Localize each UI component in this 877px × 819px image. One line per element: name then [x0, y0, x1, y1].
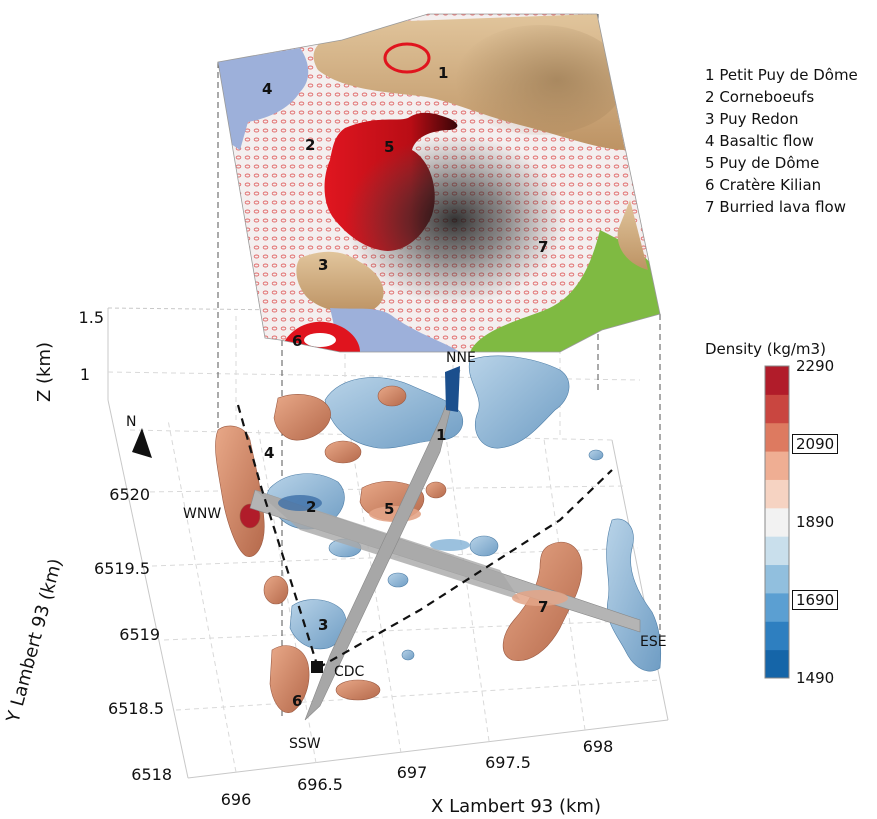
feature-legend: 1 Petit Puy de Dôme 2 Corneboeufs 3 Puy …	[705, 64, 858, 218]
x-tick-696: 696	[221, 790, 252, 809]
x-tick-698: 698	[583, 737, 614, 756]
colorbar-segment	[765, 394, 789, 424]
iso-label-7: 7	[538, 598, 548, 616]
legend-item: 7 Burried lava flow	[705, 198, 846, 216]
iso-blue-a	[324, 377, 464, 449]
x-axis-ticks: 696 696.5 697 697.5 698	[221, 737, 614, 809]
iso-label-2: 2	[306, 498, 316, 516]
box-floor-front	[187, 719, 669, 779]
map-label-4: 4	[262, 80, 272, 98]
colorbar-segment	[765, 649, 789, 679]
colorbar-segment	[765, 507, 789, 537]
y-tick-6519: 6519	[119, 625, 160, 644]
legend-item: 6 Cratère Kilian	[705, 176, 822, 194]
x-tick-697_5: 697.5	[485, 753, 531, 772]
y-axis-ticks: 6520 6519.5 6519 6518.5 6518	[94, 485, 172, 784]
y-tick-6519_5: 6519.5	[94, 559, 150, 578]
colorbar-tick-label: 2290	[796, 357, 835, 375]
box-floor-left	[107, 399, 189, 779]
basalt-unit-nw	[218, 48, 309, 150]
colorbar-segment	[765, 621, 789, 651]
slice-nne-ssw	[304, 369, 461, 721]
map-label-3: 3	[318, 256, 328, 274]
y-tick-6518_5: 6518.5	[108, 699, 164, 718]
colorbar-tick-label: 1690	[792, 590, 839, 610]
crater-1-ring	[383, 42, 431, 74]
box-floor-right	[611, 439, 669, 721]
green-unit	[470, 230, 660, 352]
map-label-6: 6	[292, 332, 302, 350]
label-ese: ESE	[640, 634, 667, 650]
profile-lines	[236, 404, 613, 669]
y-tick-6520: 6520	[109, 485, 150, 504]
tan-unit-east	[617, 200, 648, 270]
y-tick-6518: 6518	[131, 765, 172, 784]
map-label-5: 5	[384, 138, 394, 156]
legend-item: 4 Basaltic flow	[705, 132, 814, 150]
colorbar-border	[764, 365, 790, 679]
iso-blue-b	[468, 355, 570, 449]
y-axis-label: Y Lambert 93 (km)	[2, 556, 66, 725]
z-tick-1_5: 1.5	[79, 308, 104, 327]
x-tick-696_5: 696.5	[297, 775, 343, 794]
basalt-unit-south	[330, 308, 460, 352]
colorbar-tick-label: 1490	[796, 669, 835, 687]
iso-label-3: 3	[318, 616, 328, 634]
iso-label-6: 6	[292, 692, 302, 710]
floor-grid	[129, 419, 661, 773]
z-axis-label: Z (km)	[34, 342, 55, 402]
legend-item: 5 Puy de Dôme	[705, 154, 820, 172]
iso-blue-e	[606, 518, 662, 672]
feature-number-labels: 1 4 2 5 3 7 6 1 4 2 5 3 7 6	[262, 64, 548, 710]
x-axis-label: X Lambert 93 (km)	[431, 796, 601, 817]
legend-item: 3 Puy Redon	[705, 110, 799, 128]
colorbar-segment	[765, 479, 789, 509]
label-cdc: CDC	[334, 664, 365, 680]
map-label-2: 2	[305, 136, 315, 154]
isosurfaces	[266, 355, 662, 672]
map-label-7: 7	[538, 238, 548, 256]
colorbar-tick-label: 2090	[792, 434, 839, 454]
map-label-1: 1	[438, 64, 448, 82]
legend-item: 2 Corneboeufs	[705, 88, 815, 106]
label-ssw: SSW	[289, 736, 321, 752]
colorbar-segment	[765, 366, 789, 395]
colorbar-tick-label: 1890	[796, 513, 835, 531]
iso-orange-4	[273, 394, 331, 441]
colorbar-segment	[765, 564, 789, 594]
iso-label-1: 1	[436, 426, 446, 444]
z-tick-1: 1	[80, 365, 90, 384]
colorbar-title: Density (kg/m3)	[705, 340, 826, 358]
north-arrow-icon	[132, 428, 152, 458]
iso-orange-6	[269, 645, 310, 713]
z-axis-ticks: 1.5 1	[79, 308, 104, 384]
iso-label-5: 5	[384, 500, 394, 518]
label-nne: NNE	[446, 350, 476, 366]
label-north: N	[126, 414, 136, 430]
colorbar-segment	[765, 451, 789, 480]
legend-item: 1 Petit Puy de Dôme	[705, 66, 858, 84]
cdc-station-marker	[311, 661, 323, 673]
iso-label-4: 4	[264, 444, 274, 462]
colorbar-segment	[765, 536, 789, 566]
density-slices	[249, 366, 641, 721]
colorbar	[764, 365, 790, 679]
label-wnw: WNW	[183, 506, 221, 522]
colorbar-segment	[765, 592, 789, 622]
profile-text-labels: NNE WNW ESE SSW CDC N	[126, 350, 667, 752]
tan-unit-3	[296, 251, 384, 313]
x-tick-697: 697	[397, 763, 428, 782]
geological-map	[218, 14, 660, 352]
colorbar-segment	[765, 422, 789, 452]
